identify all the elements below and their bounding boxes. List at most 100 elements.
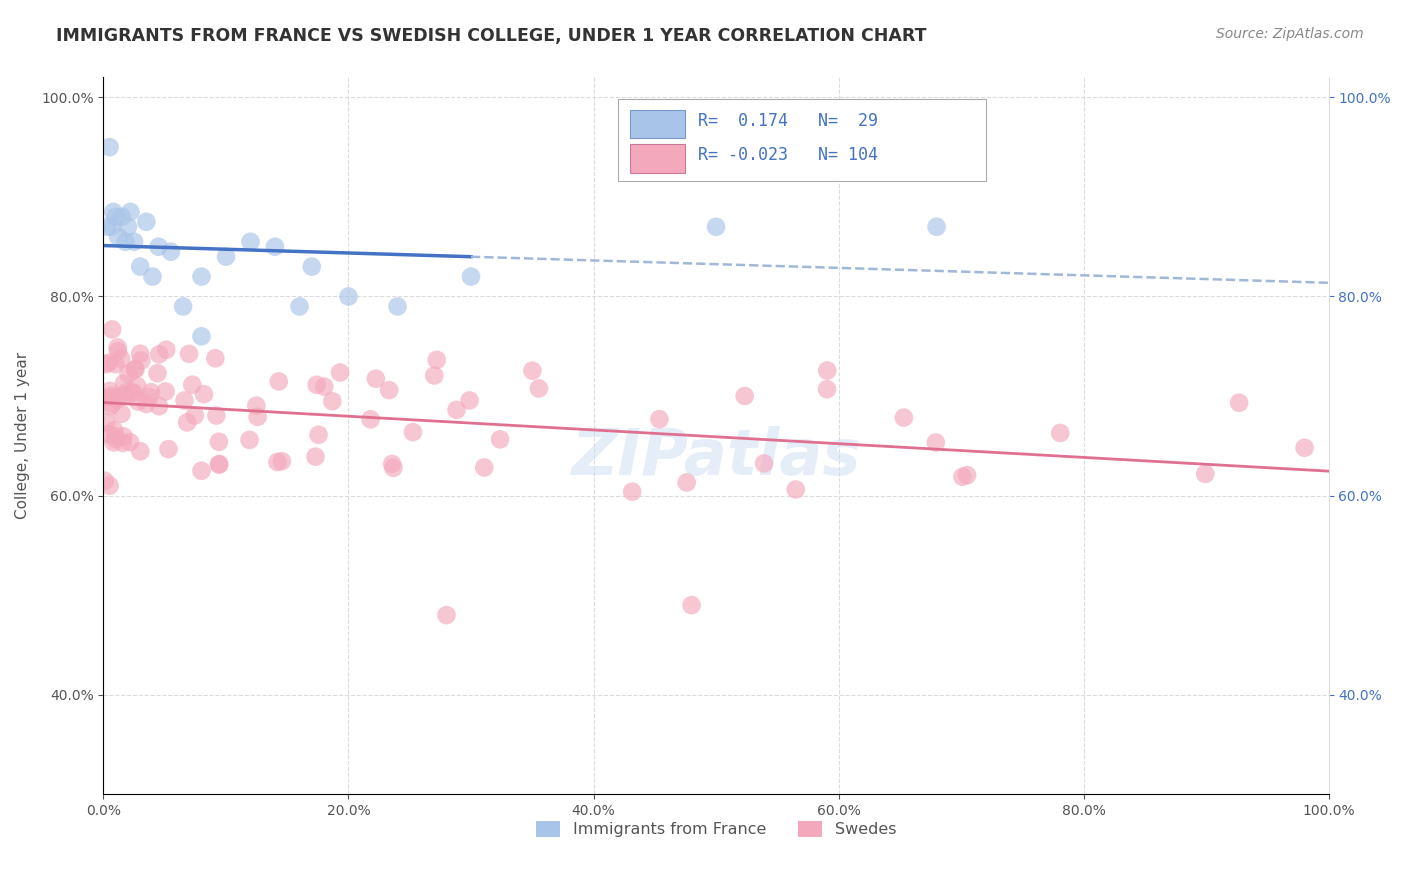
Point bbox=[129, 260, 152, 274]
Text: ZIPatlas: ZIPatlas bbox=[571, 426, 860, 489]
Point bbox=[141, 385, 163, 400]
Point bbox=[436, 608, 458, 623]
Point bbox=[304, 450, 326, 464]
Point bbox=[522, 364, 544, 378]
Point bbox=[190, 269, 212, 284]
Point bbox=[301, 260, 323, 274]
Point bbox=[785, 483, 807, 497]
FancyBboxPatch shape bbox=[619, 99, 986, 181]
Point bbox=[423, 368, 446, 383]
Point bbox=[472, 460, 495, 475]
Point bbox=[815, 363, 838, 377]
Point bbox=[148, 240, 170, 254]
Point bbox=[129, 444, 152, 458]
Text: IMMIGRANTS FROM FRANCE VS SWEDISH COLLEGE, UNDER 1 YEAR CORRELATION CHART: IMMIGRANTS FROM FRANCE VS SWEDISH COLLEG… bbox=[56, 27, 927, 45]
Point bbox=[381, 457, 404, 471]
Text: R= -0.023   N= 104: R= -0.023 N= 104 bbox=[697, 145, 877, 163]
Point bbox=[305, 377, 328, 392]
Point bbox=[112, 388, 135, 402]
Point bbox=[110, 407, 132, 421]
Point bbox=[266, 455, 288, 469]
Point bbox=[239, 235, 262, 249]
Point bbox=[148, 347, 170, 361]
Point bbox=[458, 393, 481, 408]
Point bbox=[378, 383, 401, 397]
Point bbox=[337, 289, 360, 303]
Point bbox=[157, 442, 180, 457]
Point bbox=[141, 269, 163, 284]
Point bbox=[675, 475, 697, 490]
Point bbox=[208, 457, 231, 471]
Point bbox=[1227, 396, 1250, 410]
Point bbox=[288, 300, 311, 314]
Point bbox=[122, 385, 145, 400]
Point bbox=[190, 329, 212, 343]
Point bbox=[527, 382, 550, 396]
Point bbox=[238, 433, 260, 447]
Point bbox=[107, 340, 129, 354]
Point bbox=[193, 387, 215, 401]
Point bbox=[103, 423, 125, 437]
Point bbox=[96, 219, 118, 234]
Point bbox=[321, 394, 343, 409]
Point bbox=[122, 235, 145, 249]
Point bbox=[120, 435, 142, 450]
Point bbox=[402, 425, 425, 439]
Point bbox=[815, 382, 838, 396]
Point bbox=[308, 427, 330, 442]
Bar bbox=[630, 145, 686, 173]
Point bbox=[155, 384, 177, 399]
Point bbox=[129, 353, 152, 368]
Point bbox=[124, 362, 146, 376]
Point bbox=[329, 366, 352, 380]
Point bbox=[103, 435, 125, 450]
Point bbox=[135, 397, 157, 411]
Point bbox=[127, 379, 149, 393]
Point bbox=[1194, 467, 1216, 481]
Point bbox=[648, 412, 671, 426]
Point bbox=[146, 366, 169, 380]
Point bbox=[110, 351, 132, 366]
Y-axis label: College, Under 1 year: College, Under 1 year bbox=[15, 352, 30, 519]
Point bbox=[121, 385, 143, 400]
Point bbox=[98, 384, 121, 398]
Point bbox=[704, 219, 727, 234]
Point bbox=[681, 598, 703, 612]
Point bbox=[98, 478, 121, 492]
Point bbox=[117, 367, 139, 381]
Point bbox=[1294, 441, 1316, 455]
Point bbox=[956, 468, 979, 483]
Point bbox=[103, 390, 125, 404]
Point bbox=[124, 362, 146, 376]
Legend: Immigrants from France, Swedes: Immigrants from France, Swedes bbox=[530, 814, 903, 844]
Point bbox=[112, 429, 135, 443]
Point bbox=[1049, 425, 1071, 440]
Point bbox=[107, 392, 129, 407]
Point bbox=[364, 372, 387, 386]
Point bbox=[204, 351, 226, 366]
Point bbox=[120, 205, 142, 219]
Point bbox=[104, 432, 127, 446]
Point bbox=[426, 352, 449, 367]
Point bbox=[382, 460, 405, 475]
Point bbox=[96, 391, 118, 405]
Point bbox=[176, 416, 198, 430]
Text: R=  0.174   N=  29: R= 0.174 N= 29 bbox=[697, 112, 877, 130]
Point bbox=[387, 300, 409, 314]
Point bbox=[96, 416, 118, 430]
Point bbox=[107, 344, 129, 359]
Point bbox=[104, 429, 127, 443]
Point bbox=[100, 400, 122, 414]
Point bbox=[104, 210, 127, 224]
Point bbox=[925, 435, 948, 450]
Point bbox=[267, 375, 290, 389]
Point bbox=[117, 219, 139, 234]
Point bbox=[460, 269, 482, 284]
Point bbox=[104, 357, 127, 371]
Point bbox=[107, 229, 129, 244]
Point bbox=[952, 469, 974, 483]
Point bbox=[101, 397, 124, 411]
Point bbox=[208, 458, 231, 472]
Point bbox=[93, 474, 115, 488]
Point bbox=[264, 240, 287, 254]
